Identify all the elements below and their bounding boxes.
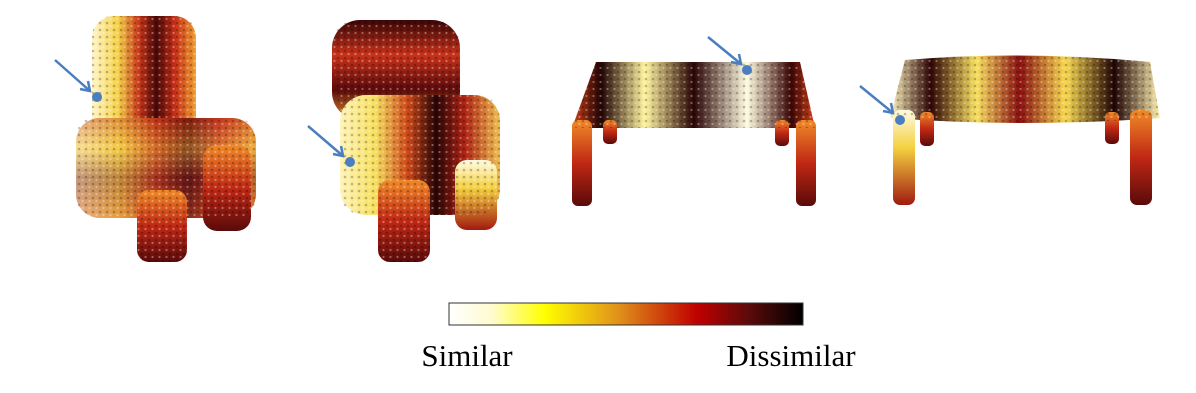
chair-point-cloud [76, 16, 256, 262]
chair-point-cloud [332, 20, 500, 262]
texture [890, 55, 1160, 123]
query-point [895, 115, 905, 125]
table-leg [796, 120, 816, 206]
arrow [859, 85, 894, 114]
arrow [707, 36, 742, 65]
table-leg [572, 120, 592, 206]
legend-high-label: Dissimilar [726, 338, 856, 373]
query-arrows [54, 36, 895, 158]
arrow-head [79, 80, 92, 93]
arrow [307, 125, 344, 157]
table-point-cloud [572, 62, 816, 206]
texture [572, 62, 815, 128]
query-point [742, 65, 752, 75]
query-points [92, 65, 905, 167]
arrow-head [882, 102, 895, 115]
table-leg [1130, 110, 1152, 205]
texture [332, 20, 500, 262]
texture [76, 16, 256, 262]
table-point-cloud [890, 55, 1160, 205]
query-point [92, 92, 102, 102]
arrow [54, 59, 91, 92]
legend-low-label: Similar [421, 338, 513, 373]
arrow-head [332, 145, 345, 158]
arrow-head [730, 53, 743, 66]
colorbar [448, 302, 804, 326]
query-point [345, 157, 355, 167]
table-leg [893, 110, 915, 205]
